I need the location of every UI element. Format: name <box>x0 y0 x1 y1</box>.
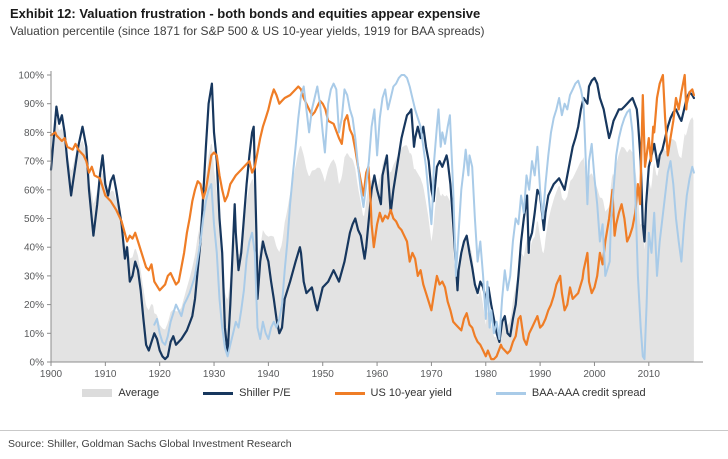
x-tick-label: 2010 <box>638 369 661 380</box>
y-tick-label: 30% <box>24 271 44 282</box>
x-tick-label: 2000 <box>583 369 606 380</box>
y-tick-label: 0% <box>30 358 45 369</box>
us-10-year-yield-line-swatch <box>334 391 365 395</box>
source-note: Source: Shiller, Goldman Sachs Global In… <box>8 438 292 450</box>
chart-legend: Average Shiller P/E US 10-year yield BAA… <box>0 387 728 399</box>
x-tick-label: 1930 <box>203 369 226 380</box>
legend-label-us-10-year-yield: US 10-year yield <box>370 387 452 399</box>
legend-label-shiller-pe: Shiller P/E <box>239 387 291 399</box>
x-tick-label: 1970 <box>420 369 443 380</box>
legend-label-baa-aaa-credit-spread: BAA-AAA credit spread <box>531 387 646 399</box>
x-tick-label: 1900 <box>40 369 63 380</box>
legend-item-baa-aaa-credit-spread: BAA-AAA credit spread <box>495 387 646 399</box>
y-tick-label: 70% <box>24 157 44 168</box>
series-line-baa-aaa-credit-spread <box>153 74 695 361</box>
legend-item-shiller-pe: Shiller P/E <box>203 387 291 399</box>
footer-divider <box>0 430 728 431</box>
x-tick-label: 1920 <box>149 369 172 380</box>
baa-aaa-credit-spread-line-swatch <box>495 391 526 395</box>
y-tick-label: 90% <box>24 99 44 110</box>
y-tick-label: 10% <box>24 329 44 340</box>
legend-item-us-10-year-yield: US 10-year yield <box>334 387 452 399</box>
x-tick-label: 1980 <box>475 369 498 380</box>
y-tick-label: 20% <box>24 300 44 311</box>
x-tick-label: 1960 <box>366 369 389 380</box>
average-area-swatch <box>82 389 113 397</box>
page-title: Exhibit 12: Valuation frustration - both… <box>10 6 481 21</box>
shiller-pe-line-swatch <box>203 391 234 395</box>
legend-item-average: Average <box>82 387 159 399</box>
y-tick-label: 100% <box>18 71 44 82</box>
x-tick-label: 1940 <box>257 369 280 380</box>
page-subtitle: Valuation percentile (since 1871 for S&P… <box>10 24 485 38</box>
y-tick-label: 80% <box>24 128 44 139</box>
x-tick-label: 1950 <box>312 369 335 380</box>
y-tick-label: 40% <box>24 243 44 254</box>
series-line-shiller-p-e <box>49 76 696 361</box>
x-tick-label: 1910 <box>94 369 117 380</box>
legend-label-average: Average <box>118 387 160 399</box>
y-tick-label: 60% <box>24 185 44 196</box>
x-tick-label: 1990 <box>529 369 552 380</box>
y-tick-label: 50% <box>24 214 44 225</box>
